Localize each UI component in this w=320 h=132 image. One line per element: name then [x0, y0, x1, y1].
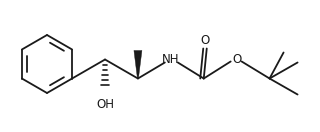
Text: O: O [232, 53, 241, 66]
Text: OH: OH [96, 98, 114, 110]
Text: O: O [200, 34, 210, 47]
Text: NH: NH [162, 53, 180, 66]
Polygon shape [134, 51, 142, 79]
